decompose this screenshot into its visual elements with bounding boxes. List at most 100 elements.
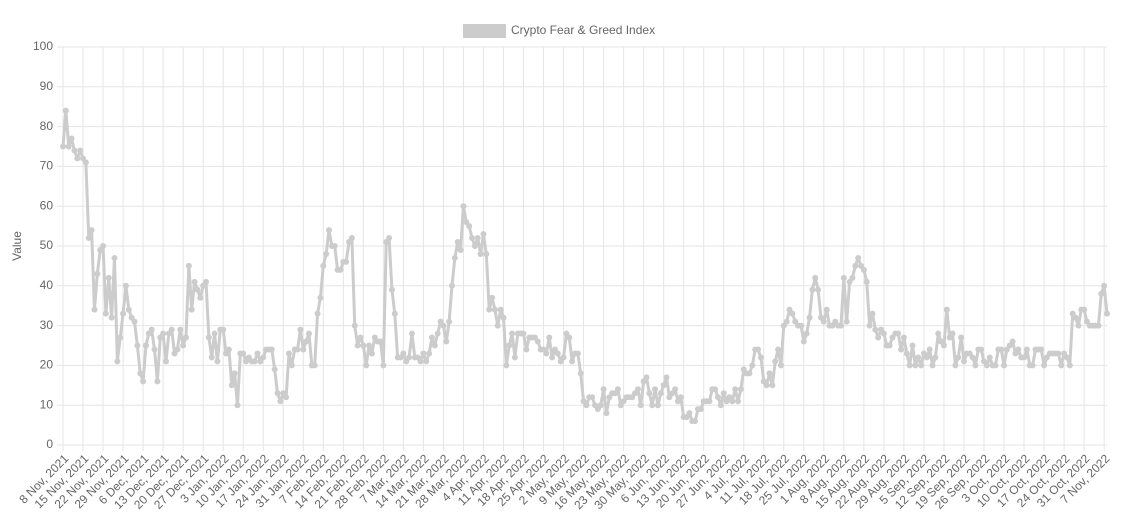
data-point <box>958 334 965 341</box>
data-point <box>852 262 859 269</box>
data-point <box>886 342 893 349</box>
data-point <box>225 346 232 353</box>
data-point <box>903 350 910 357</box>
data-point <box>1001 362 1008 369</box>
data-point <box>408 330 415 337</box>
data-point <box>420 350 427 357</box>
data-point <box>260 354 267 361</box>
data-point <box>712 386 719 393</box>
data-point <box>895 330 902 337</box>
data-point <box>855 254 862 261</box>
data-point <box>491 306 498 313</box>
y-tick-label: 50 <box>40 238 54 252</box>
data-point <box>197 294 204 301</box>
data-point <box>500 314 507 321</box>
data-point <box>869 310 876 317</box>
y-tick-label: 70 <box>40 159 54 173</box>
data-point <box>91 306 98 313</box>
data-point <box>1072 314 1079 321</box>
data-point <box>797 322 804 329</box>
data-point <box>969 354 976 361</box>
data-point <box>360 342 367 349</box>
data-point <box>812 274 819 281</box>
data-point <box>560 354 567 361</box>
data-point <box>354 342 361 349</box>
data-point <box>603 410 610 417</box>
y-tick-label: 40 <box>40 278 54 292</box>
data-point <box>220 326 227 333</box>
y-axis-title: Value <box>10 231 24 261</box>
data-point <box>305 330 312 337</box>
data-point <box>194 286 201 293</box>
y-tick-label: 60 <box>40 198 54 212</box>
y-tick-label: 10 <box>40 397 54 411</box>
data-point <box>1063 354 1070 361</box>
data-point <box>114 358 121 365</box>
data-point <box>677 394 684 401</box>
data-point <box>940 342 947 349</box>
data-point <box>732 386 739 393</box>
y-tick-label: 0 <box>46 437 53 451</box>
data-point <box>574 350 581 357</box>
data-point <box>466 223 473 230</box>
data-point <box>1038 346 1045 353</box>
data-point <box>234 402 241 409</box>
data-point <box>240 350 247 357</box>
data-point <box>900 334 907 341</box>
data-point <box>211 330 218 337</box>
data-point <box>120 310 127 317</box>
data-point <box>314 310 321 317</box>
data-point <box>406 354 413 361</box>
data-point <box>185 262 192 269</box>
data-point <box>597 402 604 409</box>
data-point <box>772 358 779 365</box>
data-point <box>577 370 584 377</box>
data-point <box>1101 282 1108 289</box>
data-point <box>320 262 327 269</box>
data-point <box>992 362 999 369</box>
data-point <box>523 346 530 353</box>
data-point <box>729 398 736 405</box>
data-point <box>386 235 393 242</box>
data-point <box>918 362 925 369</box>
data-point <box>986 354 993 361</box>
data-point <box>511 354 518 361</box>
data-point <box>737 386 744 393</box>
data-point <box>471 243 478 249</box>
data-point <box>1023 346 1030 353</box>
data-point <box>148 326 155 333</box>
data-point <box>543 350 550 357</box>
data-point <box>755 346 762 353</box>
data-point <box>860 266 867 273</box>
data-point <box>1095 322 1102 329</box>
data-point <box>637 402 644 409</box>
y-tick-label: 30 <box>40 318 54 332</box>
data-point <box>686 410 693 417</box>
data-point <box>162 358 169 365</box>
y-tick-label: 100 <box>33 39 53 53</box>
data-point <box>323 250 330 257</box>
data-point <box>978 346 985 353</box>
data-point <box>125 306 132 313</box>
data-point <box>777 362 784 369</box>
data-point <box>446 318 453 325</box>
data-point <box>820 318 827 325</box>
y-tick-label: 90 <box>40 79 54 93</box>
data-point <box>646 390 653 397</box>
data-point <box>926 346 933 353</box>
data-point <box>71 147 78 154</box>
data-point <box>100 243 107 249</box>
data-point <box>285 350 292 357</box>
data-point <box>915 354 922 361</box>
data-point <box>274 390 281 397</box>
data-point <box>972 362 979 369</box>
data-point <box>998 346 1005 353</box>
data-point <box>423 358 430 365</box>
data-point <box>943 306 950 313</box>
data-point <box>912 362 919 369</box>
data-point <box>783 318 790 325</box>
data-point <box>448 282 455 289</box>
data-point <box>451 254 458 261</box>
